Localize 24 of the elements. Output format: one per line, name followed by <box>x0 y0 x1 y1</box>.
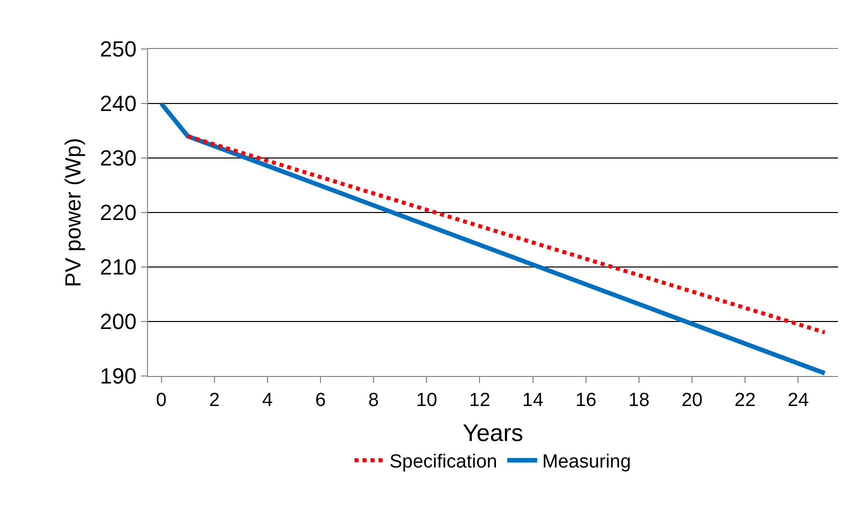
x-tick-label: 18 <box>628 390 650 411</box>
y-tick-label: 240 <box>100 91 137 116</box>
x-tick-label: 16 <box>575 390 596 411</box>
x-tick-label: 22 <box>734 390 756 411</box>
y-tick-label: 200 <box>100 309 137 334</box>
y-tick-label: 210 <box>100 254 137 280</box>
x-tick-label: 14 <box>522 390 544 411</box>
y-axis-title: PV power (Wp) <box>60 138 86 288</box>
x-tick-label: 4 <box>262 390 274 411</box>
legend-label: Specification <box>390 452 498 473</box>
x-tick-label: 6 <box>315 390 326 411</box>
x-tick-label: 10 <box>416 390 438 411</box>
x-tick-label: 2 <box>209 390 220 411</box>
legend-label: Measuring <box>542 452 631 473</box>
y-tick-label: 250 <box>100 36 137 62</box>
y-tick-label: 220 <box>100 200 137 226</box>
y-tick-label: 230 <box>100 146 137 171</box>
x-tick-label: 20 <box>681 390 703 411</box>
x-tick-label: 8 <box>368 390 379 411</box>
y-tick-label: 190 <box>100 364 137 389</box>
x-axis-title: Years <box>462 420 524 448</box>
x-tick-label: 24 <box>788 390 810 411</box>
x-tick-label: 0 <box>156 390 167 411</box>
x-tick-label: 12 <box>469 390 490 411</box>
